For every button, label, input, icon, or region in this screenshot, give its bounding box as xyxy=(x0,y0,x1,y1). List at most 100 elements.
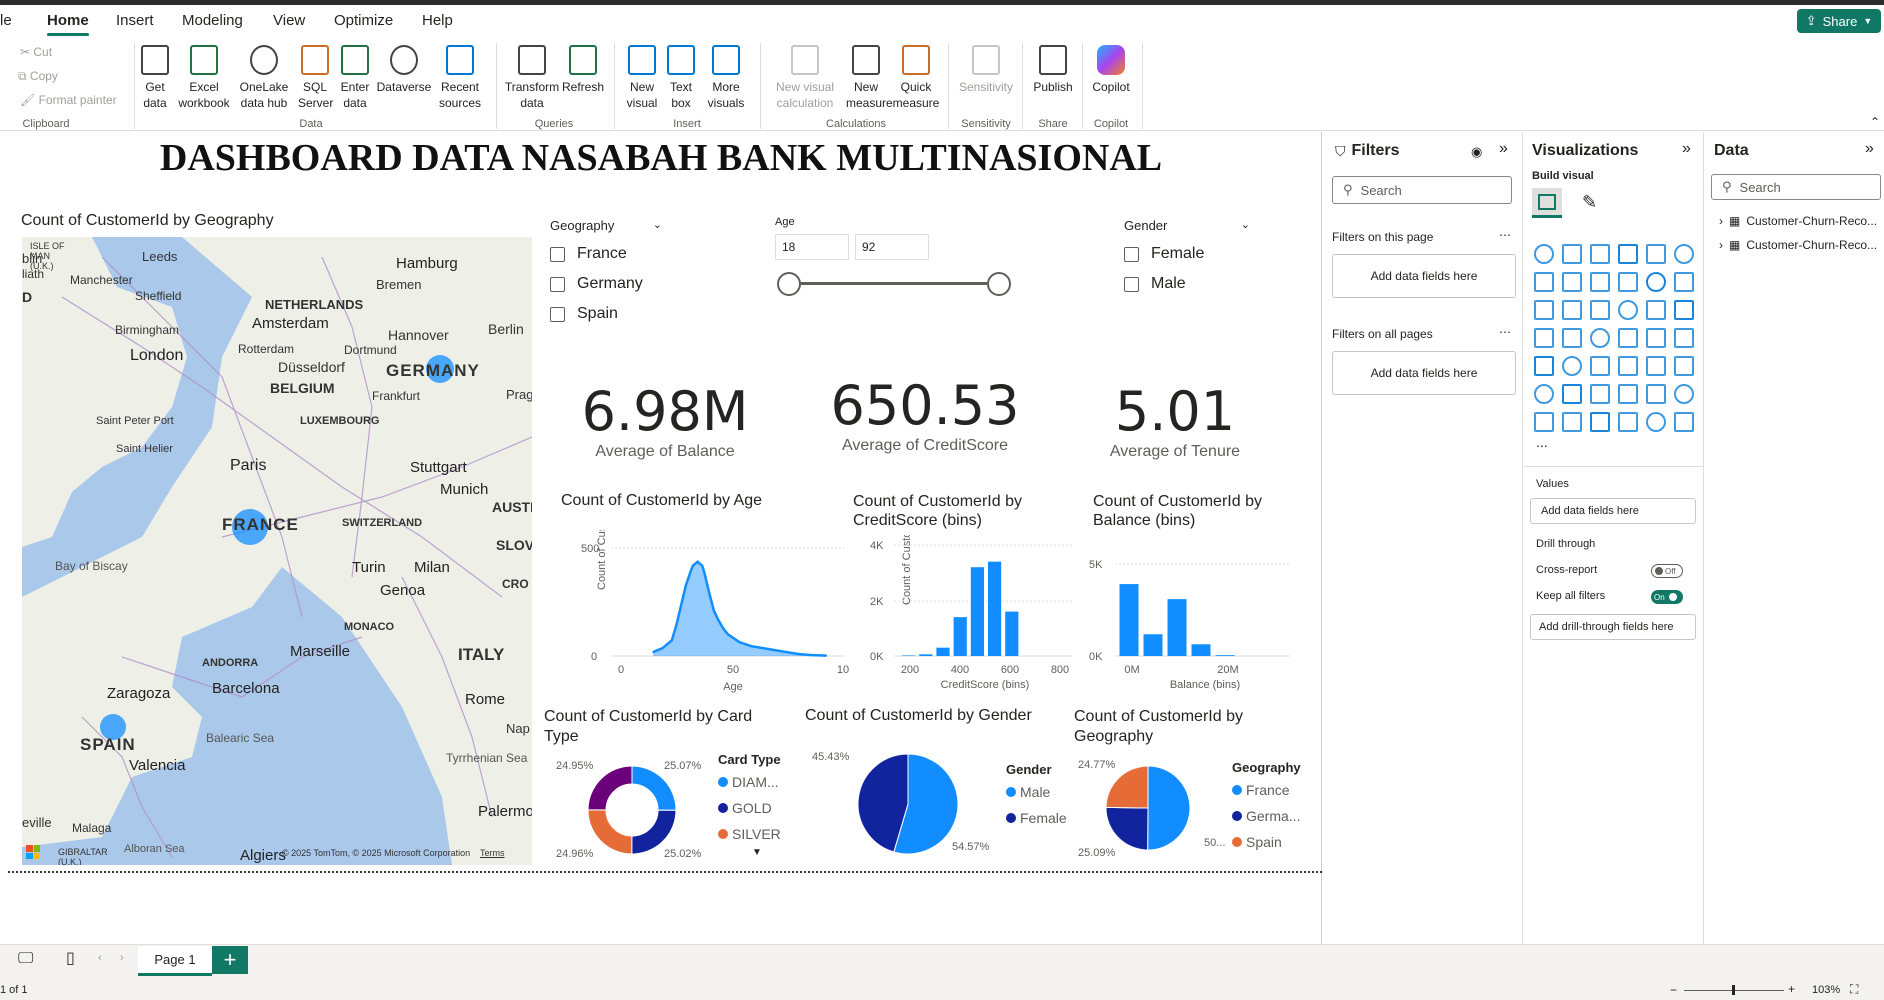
collapse-pane-icon[interactable]: » xyxy=(1499,140,1508,157)
bar[interactable] xyxy=(936,647,950,656)
pie-slice[interactable] xyxy=(1147,765,1191,851)
new-visual-calculation-button[interactable]: New visual calculation xyxy=(770,45,840,111)
visual-type-icon[interactable] xyxy=(1562,300,1582,320)
visual-type-icon[interactable] xyxy=(1674,272,1694,292)
format-visual-tab[interactable]: ✎ xyxy=(1582,192,1597,213)
visual-type-icon[interactable] xyxy=(1590,356,1610,376)
visual-type-icon[interactable] xyxy=(1618,356,1638,376)
recent-sources-button[interactable]: Recent sources xyxy=(436,45,484,111)
bar[interactable] xyxy=(919,654,933,656)
visual-type-icon[interactable] xyxy=(1674,412,1694,432)
visual-type-icon[interactable] xyxy=(1534,384,1554,404)
cardtype-donut-chart[interactable]: 24.95% 25.07% 24.96% 25.02% xyxy=(548,748,718,868)
visual-type-icon[interactable] xyxy=(1562,328,1582,348)
data-table-item[interactable]: › ▦ Customer-Churn-Reco... xyxy=(1719,214,1878,228)
checkbox[interactable] xyxy=(550,246,565,262)
age-slider-max-handle[interactable] xyxy=(987,272,1011,296)
visual-type-icon[interactable] xyxy=(1618,384,1638,404)
desktop-layout-icon[interactable]: 🖵 xyxy=(18,950,34,967)
age-slider-min-handle[interactable] xyxy=(777,272,801,296)
pie-slice[interactable] xyxy=(893,753,959,855)
zoom-out-icon[interactable]: − xyxy=(1670,983,1678,997)
publish-button[interactable]: Publish xyxy=(1030,45,1076,95)
chevron-down-icon[interactable]: ⌄ xyxy=(652,219,662,231)
visual-type-icon[interactable] xyxy=(1590,300,1610,320)
geography-pie-chart[interactable]: 24.77% 25.09% 50... xyxy=(1074,750,1234,868)
visual-type-icon[interactable] xyxy=(1590,384,1610,404)
bar[interactable] xyxy=(1119,584,1139,656)
tab-insert[interactable]: Insert xyxy=(116,12,154,29)
legend-item[interactable]: Male xyxy=(1006,779,1067,805)
tab-modeling[interactable]: Modeling xyxy=(182,12,243,29)
card-balance[interactable]: 6.98M Average of Balance xyxy=(565,380,765,461)
visual-type-icon[interactable] xyxy=(1562,412,1582,432)
visual-type-icon[interactable] xyxy=(1618,412,1638,432)
build-visual-tab[interactable] xyxy=(1532,188,1562,218)
visual-type-icon[interactable] xyxy=(1562,384,1582,404)
prev-page-icon[interactable]: ‹ xyxy=(98,952,102,964)
slicer-option-male[interactable]: Male xyxy=(1124,269,1254,299)
visual-type-icon[interactable] xyxy=(1562,244,1582,264)
cross-report-toggle[interactable]: Off xyxy=(1651,564,1683,578)
bar[interactable] xyxy=(953,617,967,656)
bar[interactable] xyxy=(1167,599,1187,656)
legend-item[interactable]: Spain xyxy=(1232,829,1301,855)
balance-bar-chart[interactable]: 5K 0K 0M 20M Balance (bins) xyxy=(1085,550,1295,695)
keep-all-filters-toggle[interactable]: On xyxy=(1651,590,1683,604)
map-terms-link[interactable]: Terms xyxy=(480,848,505,858)
get-data-button[interactable]: Get data xyxy=(138,45,172,111)
checkbox[interactable] xyxy=(1124,246,1139,262)
excel-workbook-button[interactable]: Excel workbook xyxy=(176,45,232,111)
visual-type-icon[interactable] xyxy=(1674,384,1694,404)
page-tab[interactable]: Page 1 xyxy=(138,946,212,976)
add-page-button[interactable]: + xyxy=(212,946,248,974)
visual-type-icon[interactable] xyxy=(1646,356,1666,376)
copilot-button[interactable]: Copilot xyxy=(1088,45,1134,95)
onelake-button[interactable]: OneLake data hub xyxy=(236,45,292,111)
visual-type-icon[interactable] xyxy=(1562,272,1582,292)
map-bubble-france[interactable] xyxy=(232,509,268,545)
more-options-icon[interactable]: ⋯ xyxy=(1499,325,1511,339)
filters-on-page-dropzone[interactable]: Add data fields here xyxy=(1332,254,1516,298)
card-creditscore[interactable]: 650.53 Average of CreditScore xyxy=(820,374,1030,455)
eye-icon[interactable]: ◉ xyxy=(1471,144,1483,159)
checkbox[interactable] xyxy=(550,276,565,292)
visual-type-icon[interactable] xyxy=(1534,272,1554,292)
sensitivity-button[interactable]: Sensitivity xyxy=(956,45,1016,95)
pie-slice[interactable] xyxy=(857,753,909,853)
gender-pie-chart[interactable]: 45.43% 54.57% xyxy=(808,738,1008,868)
visual-type-icon[interactable] xyxy=(1534,356,1554,376)
visual-type-icon[interactable] xyxy=(1674,244,1694,264)
data-table-item[interactable]: › ▦ Customer-Churn-Reco... xyxy=(1719,238,1878,252)
age-slider-track[interactable] xyxy=(787,282,999,285)
format-painter-button[interactable]: 🖌 Format painter xyxy=(20,93,117,107)
bar[interactable] xyxy=(1191,644,1211,656)
sql-server-button[interactable]: SQL Server xyxy=(298,45,333,111)
transform-data-button[interactable]: Transform data xyxy=(502,45,562,111)
more-visuals-icon[interactable]: ... xyxy=(1536,434,1548,450)
age-min-input[interactable]: 18 xyxy=(775,234,849,260)
collapse-pane-icon[interactable]: » xyxy=(1682,140,1691,157)
refresh-button[interactable]: Refresh xyxy=(562,45,604,95)
legend-item[interactable]: France xyxy=(1232,777,1301,803)
zoom-slider-handle[interactable] xyxy=(1732,985,1735,995)
pie-slice[interactable] xyxy=(587,765,633,811)
visual-type-icon[interactable] xyxy=(1618,244,1638,264)
bar[interactable] xyxy=(970,567,984,656)
enter-data-button[interactable]: Enter data xyxy=(338,45,372,111)
new-visual-button[interactable]: New visual xyxy=(622,45,662,111)
legend-scroll-down-icon[interactable]: ▼ xyxy=(752,847,762,858)
visual-type-icon[interactable] xyxy=(1646,244,1666,264)
fit-to-page-icon[interactable]: ⛶ xyxy=(1850,982,1859,996)
visual-type-icon[interactable] xyxy=(1534,328,1554,348)
map-bubble-germany[interactable] xyxy=(426,355,454,383)
more-options-icon[interactable]: ⋯ xyxy=(1499,228,1511,242)
bar[interactable] xyxy=(1005,611,1019,656)
collapse-ribbon-icon[interactable]: ⌃ xyxy=(1870,115,1881,129)
chevron-down-icon[interactable]: ⌄ xyxy=(1240,219,1250,231)
visual-type-icon[interactable] xyxy=(1646,300,1666,320)
map-visual[interactable]: ISLE OF MAN (U.K.) Leeds Manchester Shef… xyxy=(22,237,532,865)
visual-type-icon[interactable] xyxy=(1590,412,1610,432)
legend-item[interactable]: GOLD xyxy=(718,795,781,821)
slicer-option-germany[interactable]: Germany xyxy=(550,269,670,299)
